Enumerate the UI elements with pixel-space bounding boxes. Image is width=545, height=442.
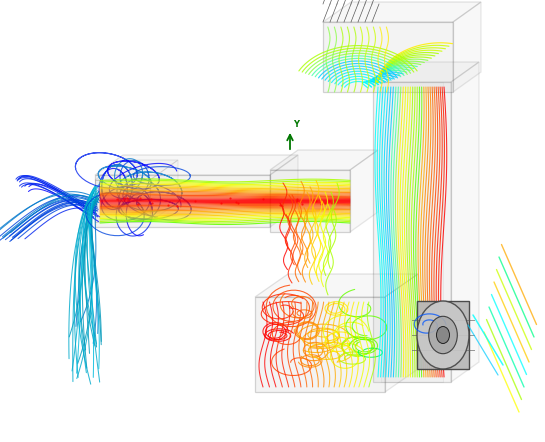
Polygon shape: [95, 160, 178, 180]
Ellipse shape: [417, 301, 469, 369]
Polygon shape: [350, 150, 378, 232]
Polygon shape: [270, 155, 298, 227]
Polygon shape: [270, 150, 378, 170]
Polygon shape: [150, 160, 178, 222]
Polygon shape: [95, 175, 270, 227]
Polygon shape: [323, 2, 481, 22]
Polygon shape: [255, 274, 418, 297]
Ellipse shape: [437, 327, 450, 343]
Polygon shape: [270, 170, 350, 232]
Polygon shape: [255, 297, 385, 392]
Polygon shape: [417, 301, 469, 369]
Polygon shape: [373, 62, 479, 82]
Polygon shape: [95, 155, 298, 175]
Polygon shape: [381, 82, 443, 382]
Polygon shape: [373, 82, 451, 382]
Polygon shape: [451, 62, 479, 382]
Text: Y: Y: [293, 120, 299, 129]
Polygon shape: [95, 180, 150, 222]
Polygon shape: [453, 2, 481, 92]
Polygon shape: [385, 274, 418, 392]
Polygon shape: [323, 22, 453, 92]
Ellipse shape: [429, 316, 457, 354]
